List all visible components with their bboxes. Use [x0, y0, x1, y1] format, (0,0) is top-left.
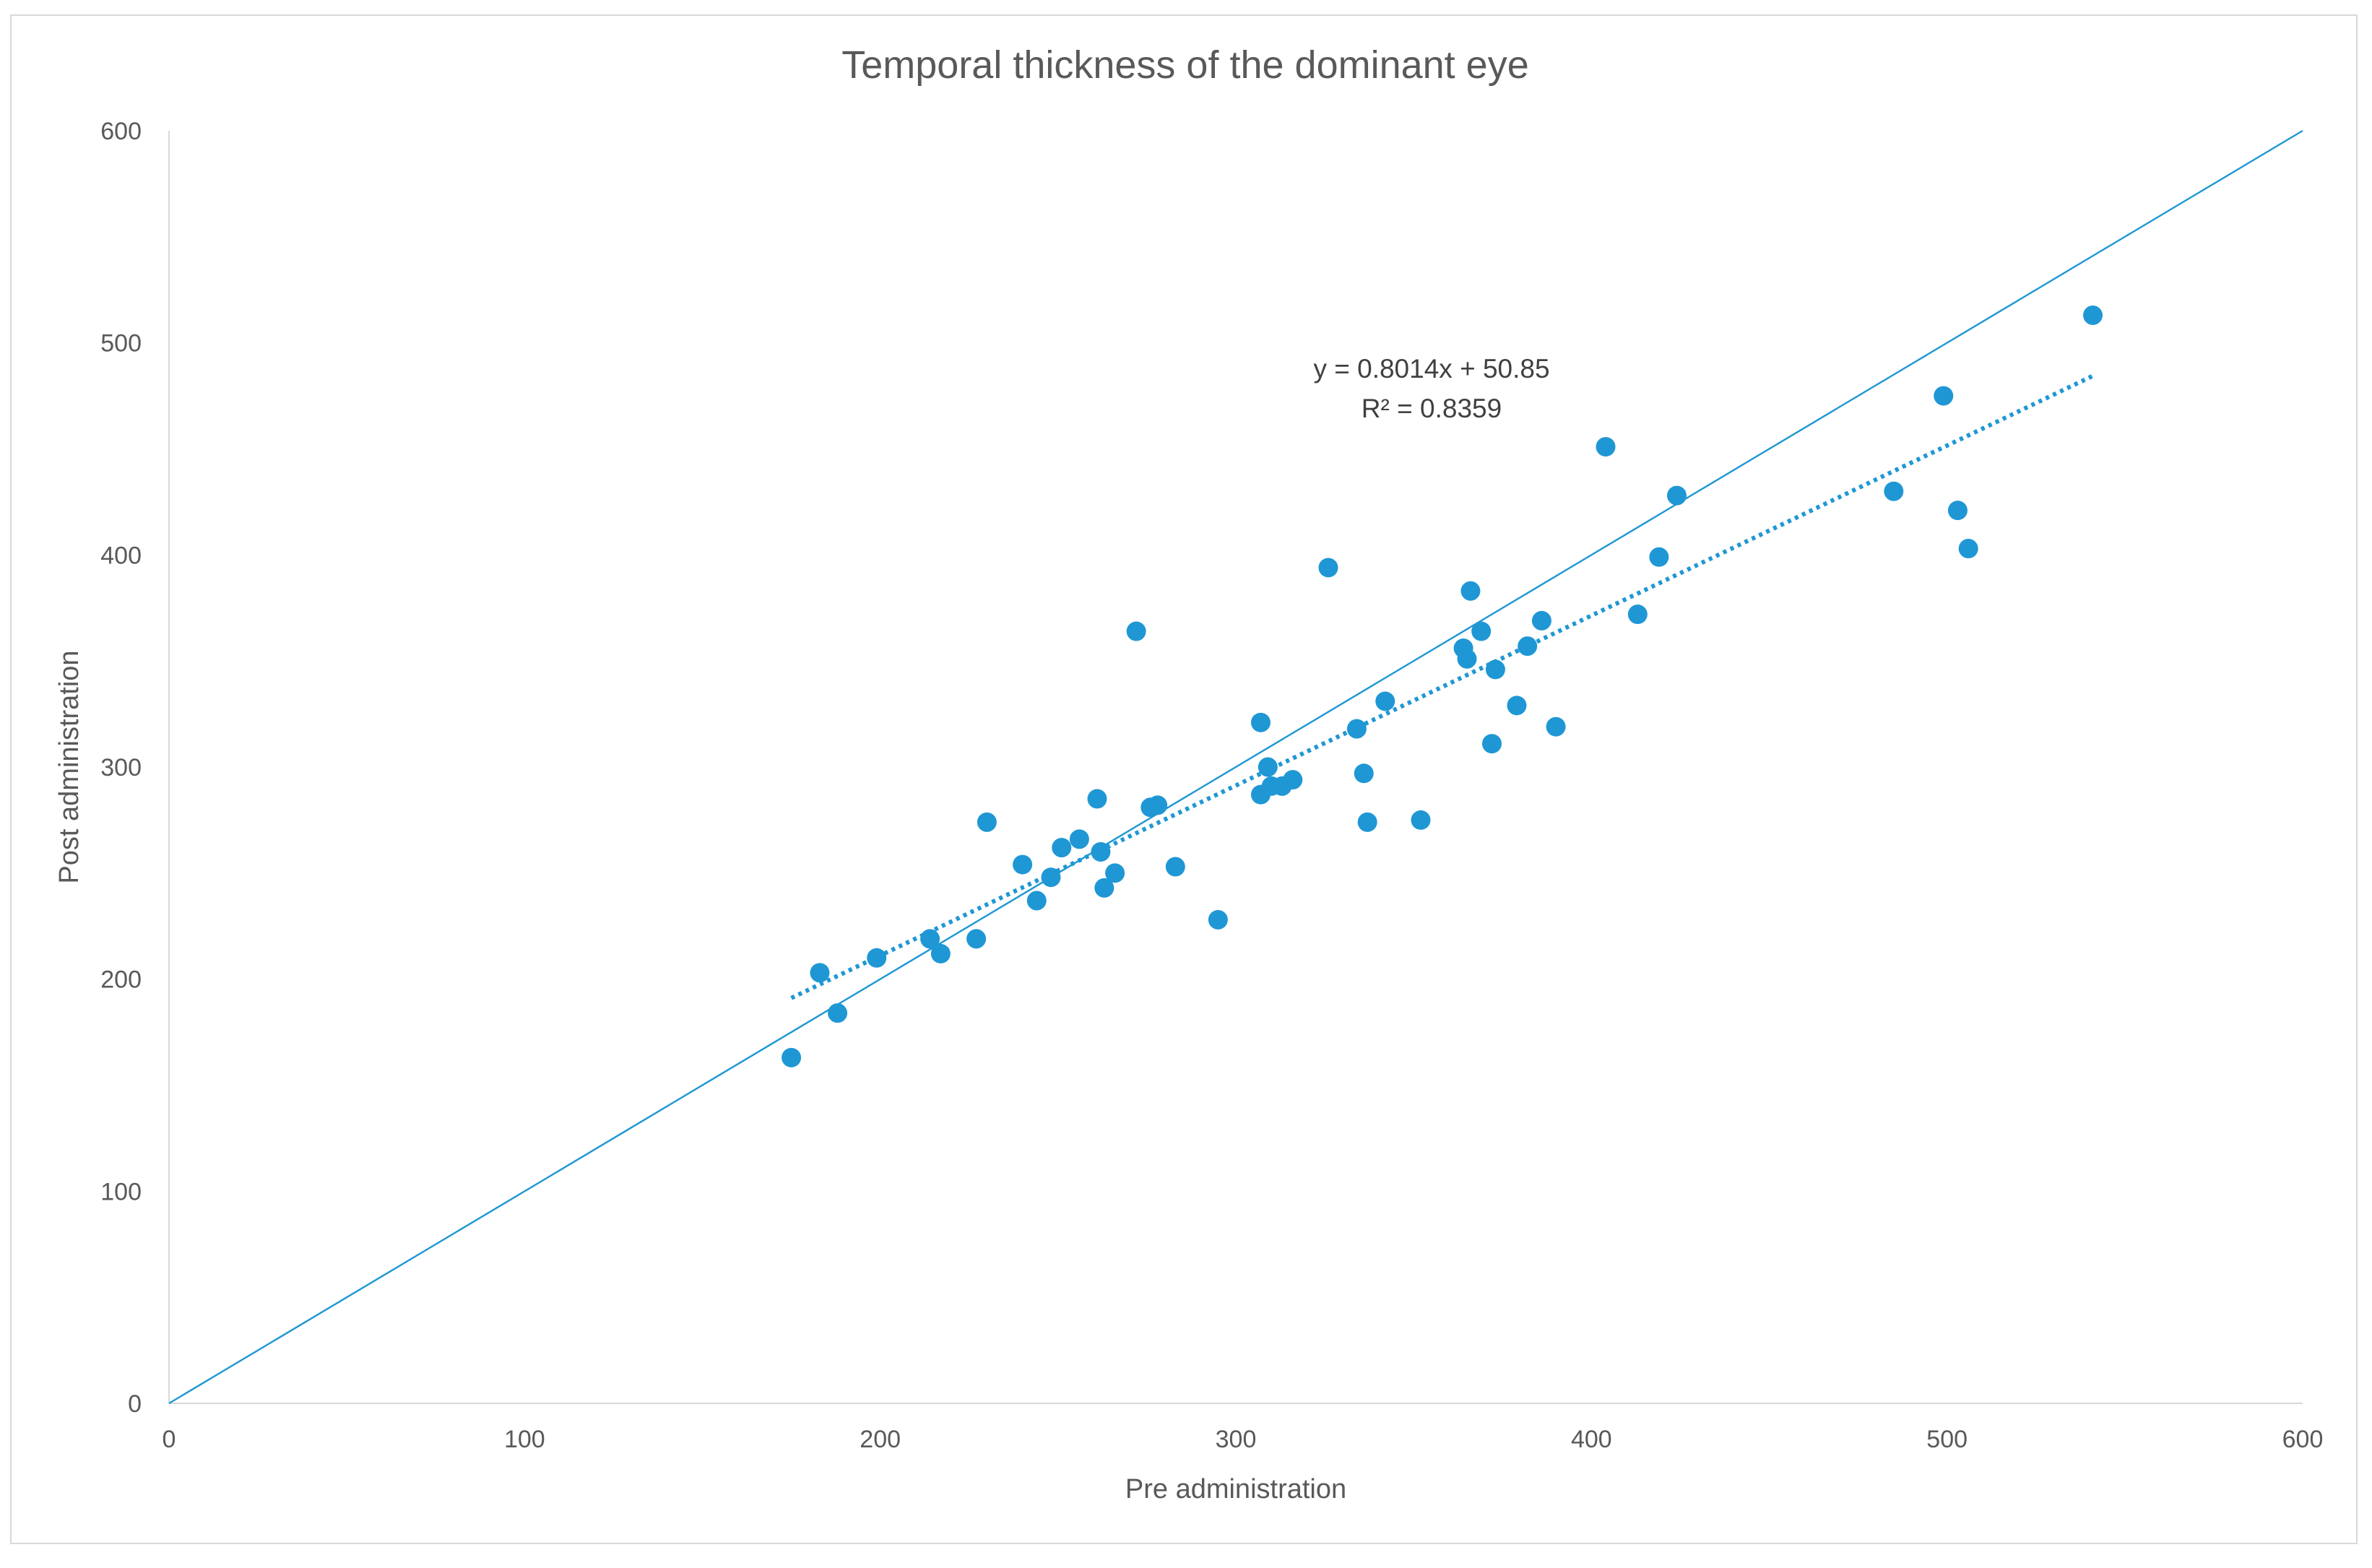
reference-line-path: [168, 129, 2303, 1405]
data-point: [1208, 909, 1228, 930]
data-point: [930, 943, 951, 963]
x-tick-label: 300: [1216, 1426, 1257, 1453]
data-point: [1250, 712, 1271, 732]
data-point: [2083, 305, 2103, 325]
y-tick-label: 200: [100, 966, 142, 994]
data-point: [1958, 539, 1978, 559]
trendline: [790, 373, 2094, 1000]
data-point: [1934, 386, 1954, 406]
data-point: [977, 812, 997, 832]
data-point: [1026, 891, 1047, 911]
data-point: [1148, 795, 1168, 815]
data-point: [1596, 437, 1616, 457]
data-point: [1375, 691, 1395, 711]
data-point: [1346, 719, 1367, 739]
data-point: [1105, 863, 1125, 883]
y-tick-label: 300: [100, 754, 142, 781]
data-point: [1649, 547, 1669, 567]
y-tick-label: 500: [100, 330, 142, 358]
data-point: [1165, 857, 1185, 877]
data-point: [1318, 558, 1338, 578]
y-tick-labels: 0 100 200 300 400 500 600: [100, 118, 142, 1418]
x-tick-label: 600: [2282, 1426, 2324, 1453]
x-tick-label: 400: [1571, 1426, 1612, 1453]
data-point: [1518, 636, 1538, 657]
x-tick-label: 100: [504, 1426, 545, 1453]
chart-frame: [10, 14, 2358, 1544]
data-point: [1531, 610, 1551, 631]
data-point: [966, 929, 987, 949]
x-axis-title: Pre administration: [1125, 1474, 1346, 1504]
data-point: [1094, 878, 1114, 898]
data-point: [1471, 621, 1492, 641]
data-point: [1947, 501, 1968, 521]
y-axis-title: Post administration: [54, 650, 85, 883]
data-point: [1087, 789, 1107, 809]
x-tick-label: 0: [163, 1426, 176, 1453]
y-tick-label: 0: [128, 1390, 142, 1418]
x-tick-labels: 0 100 200 300 400 500 600: [163, 1426, 2324, 1453]
trendline-equation: y = 0.8014x + 50.85: [1313, 354, 1549, 384]
data-point: [867, 948, 887, 968]
data-points: [782, 305, 2103, 1067]
chart-title: Temporal thickness of the dominant eye: [841, 43, 1529, 87]
trendline-path: [790, 373, 2094, 1000]
data-point: [1126, 621, 1146, 641]
data-point: [1666, 485, 1687, 506]
data-point: [1481, 734, 1502, 754]
data-point: [810, 963, 830, 983]
data-point: [1457, 649, 1477, 669]
data-point: [782, 1047, 802, 1067]
data-point: [1013, 854, 1033, 875]
data-point: [1460, 581, 1481, 601]
data-point: [1091, 841, 1111, 862]
data-point: [1069, 829, 1089, 849]
data-point: [1052, 838, 1072, 858]
y-tick-label: 600: [100, 118, 142, 145]
data-point: [1354, 763, 1374, 784]
y-tick-label: 400: [100, 542, 142, 569]
data-point: [828, 1003, 848, 1023]
x-tick-label: 200: [860, 1426, 901, 1453]
reference-line: [168, 129, 2303, 1405]
data-point: [920, 929, 940, 949]
data-point: [1258, 757, 1278, 777]
data-point: [1507, 696, 1527, 716]
data-point: [1627, 605, 1648, 625]
y-tick-label: 100: [100, 1178, 142, 1205]
trendline-r-squared: R² = 0.8359: [1362, 394, 1502, 423]
data-point: [1041, 867, 1061, 888]
data-point: [1884, 481, 1904, 501]
data-point: [1283, 770, 1303, 790]
data-point: [1357, 812, 1377, 832]
data-point: [1411, 810, 1431, 830]
x-tick-label: 500: [1926, 1426, 1968, 1453]
data-point: [1485, 659, 1505, 680]
data-point: [1546, 716, 1566, 737]
